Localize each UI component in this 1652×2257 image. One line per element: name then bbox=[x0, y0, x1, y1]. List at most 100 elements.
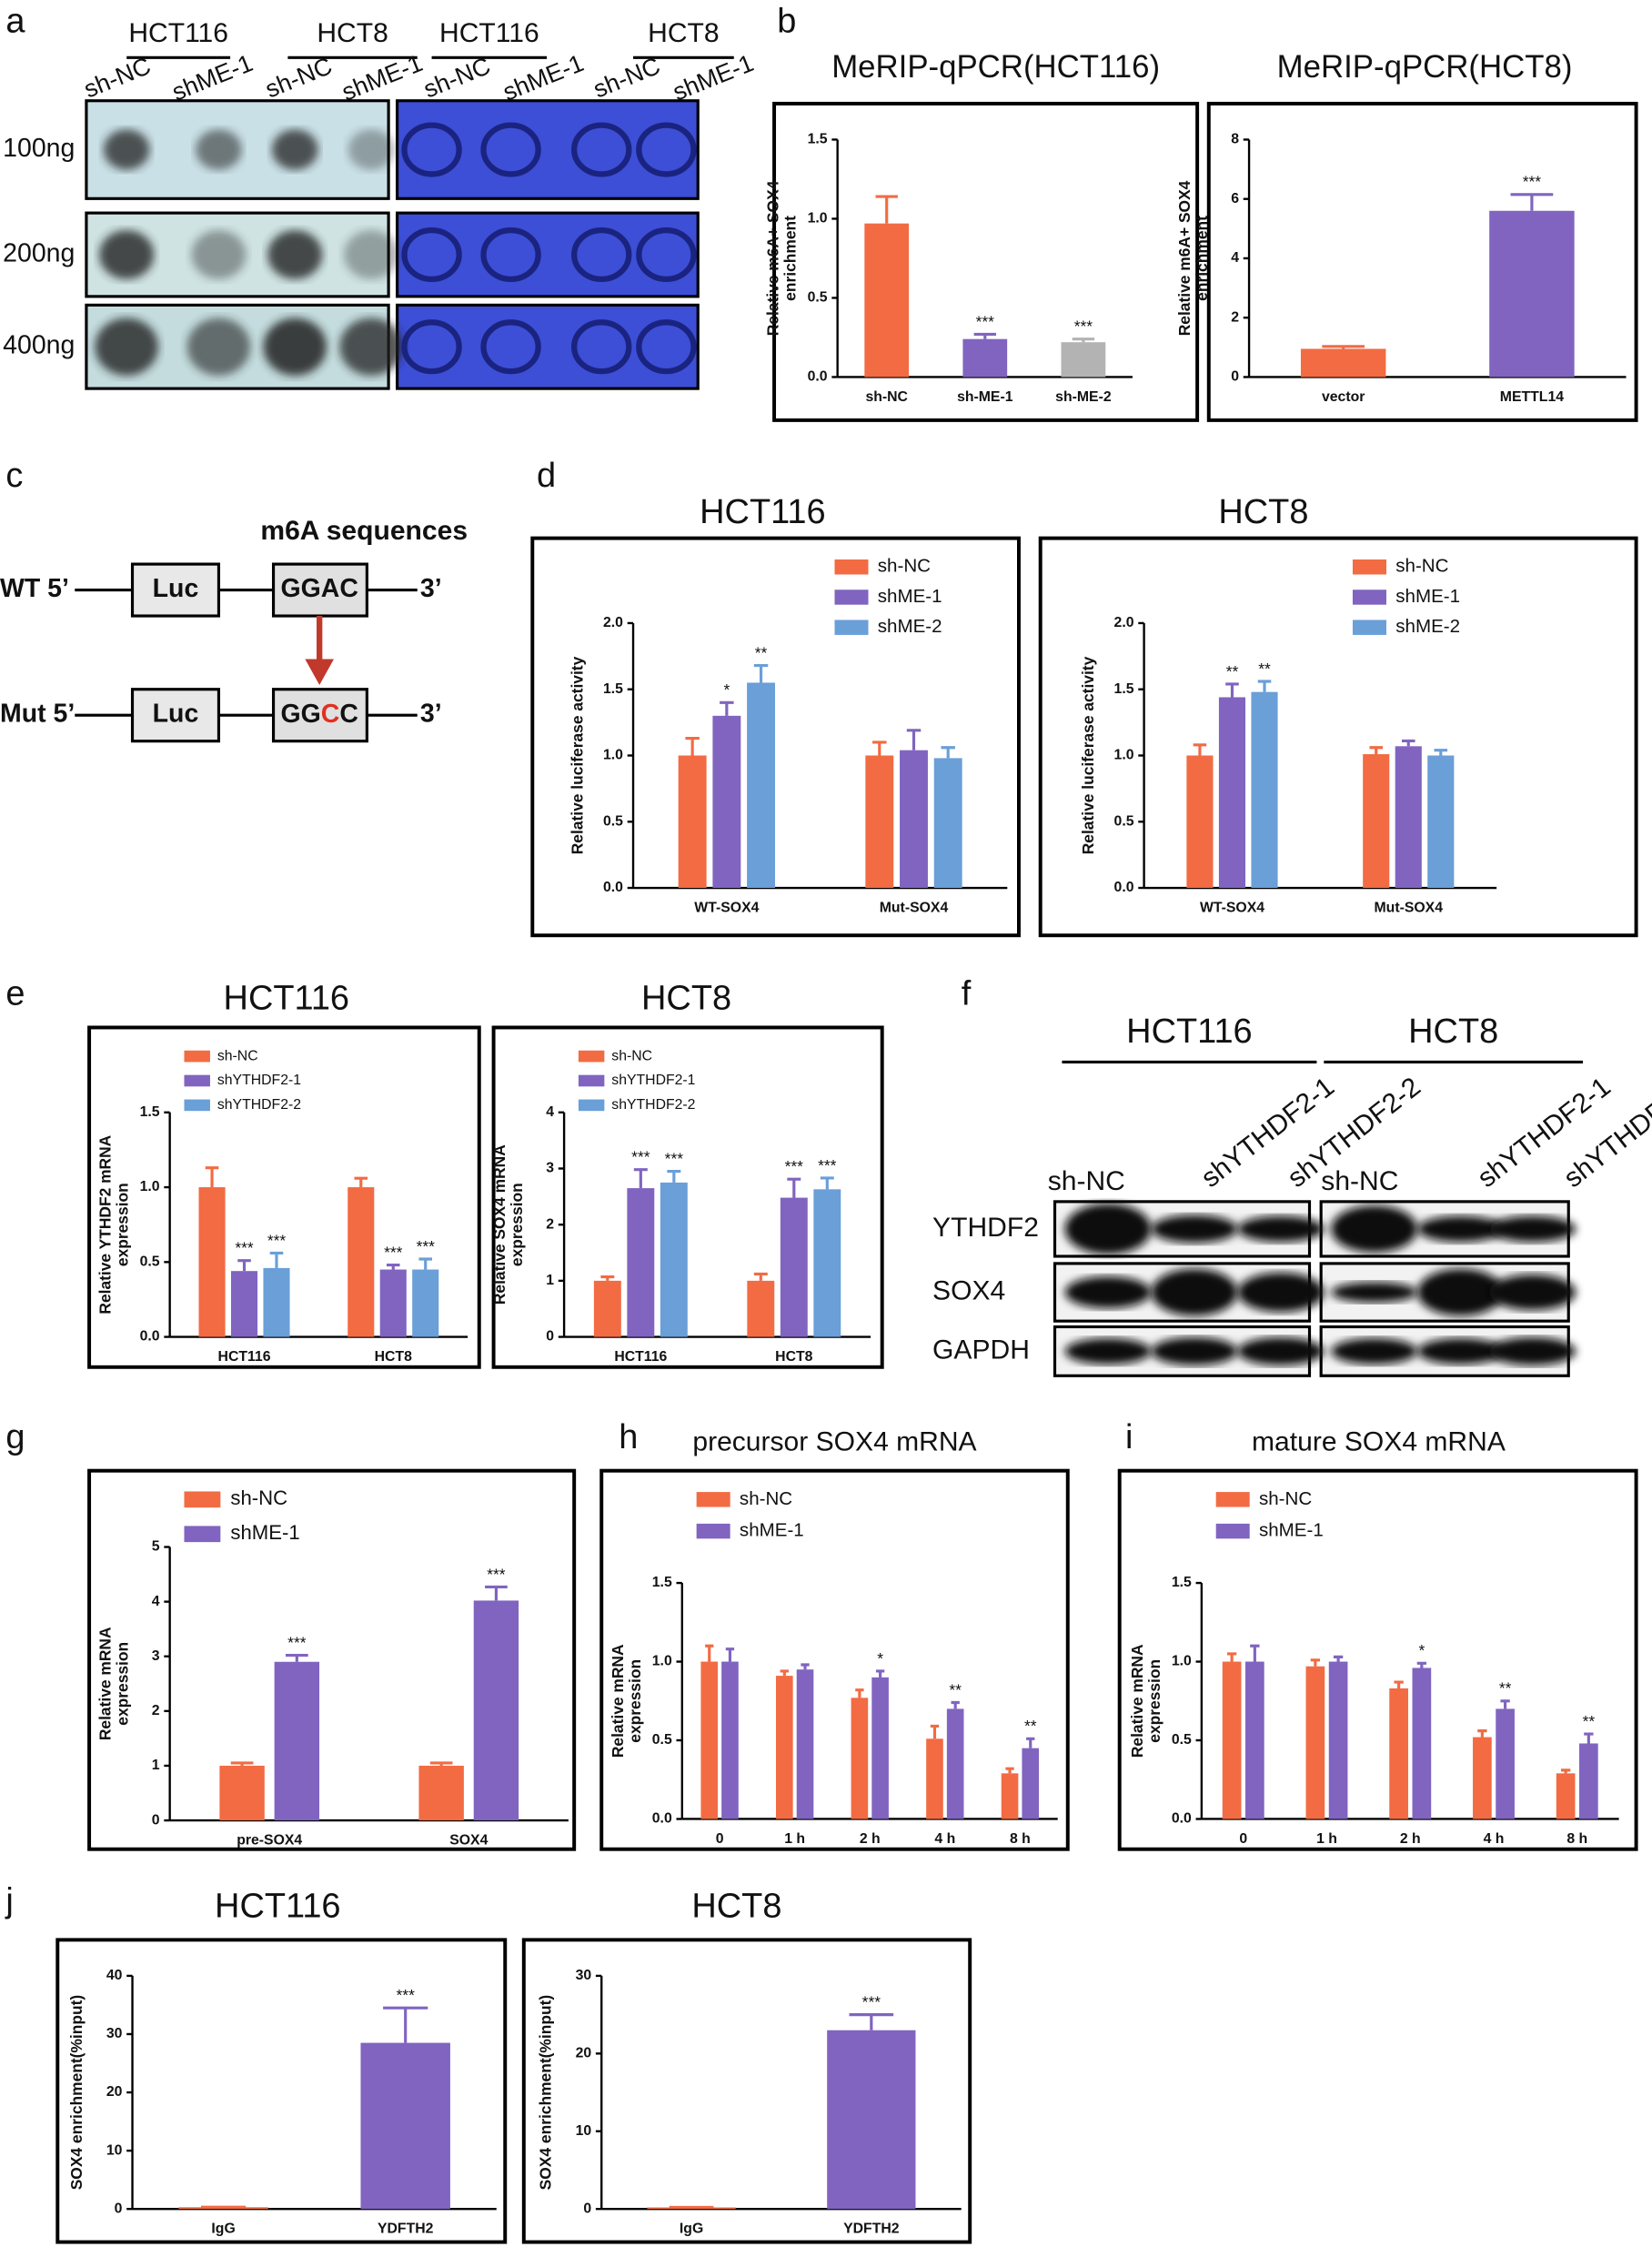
legend-label: shME-1 bbox=[1259, 1520, 1324, 1541]
y-axis-label: Relative m6A+ SOX4 bbox=[764, 180, 782, 336]
panel-label: f bbox=[962, 975, 972, 1013]
band bbox=[1064, 1203, 1152, 1254]
band bbox=[1237, 1215, 1325, 1243]
bar bbox=[1395, 746, 1422, 889]
error-bar bbox=[705, 1644, 714, 1662]
sequence-part: C bbox=[339, 700, 358, 729]
error-bar bbox=[383, 2006, 428, 2043]
ring bbox=[401, 319, 462, 375]
bar bbox=[900, 750, 928, 889]
y-tick-label: 0.0 bbox=[652, 1811, 672, 1827]
error-bar bbox=[787, 1177, 801, 1198]
error-bar bbox=[1322, 345, 1365, 349]
x-tick-label: pre-SOX4 bbox=[237, 1832, 302, 1848]
legend-swatch bbox=[834, 620, 869, 635]
dot bbox=[263, 317, 327, 376]
y-tick-label: 0 bbox=[115, 2201, 123, 2216]
amount-label: 100ng bbox=[3, 134, 75, 163]
y-axis-label: enrichment bbox=[1193, 216, 1211, 301]
significance: *** bbox=[665, 1150, 684, 1168]
lane-label: sh-NC bbox=[261, 52, 336, 103]
lane-label: sh-NC bbox=[419, 52, 494, 103]
legend-swatch bbox=[1352, 559, 1386, 575]
y-tick-label: 1.5 bbox=[603, 681, 623, 697]
legend-label: shME-2 bbox=[878, 616, 942, 637]
bar bbox=[230, 1271, 258, 1337]
chart-title: precursor SOX4 mRNA bbox=[692, 1427, 976, 1457]
band bbox=[1417, 1338, 1505, 1365]
error-bar bbox=[633, 1168, 648, 1189]
legend-swatch bbox=[1215, 1492, 1250, 1507]
panel-label: e bbox=[5, 975, 25, 1013]
y-tick-label: 10 bbox=[576, 2123, 592, 2139]
construct-label: Mut 5’ bbox=[0, 700, 75, 729]
bar bbox=[1251, 691, 1278, 889]
bar bbox=[647, 2207, 736, 2210]
error-bar bbox=[600, 1275, 615, 1281]
chart-title: HCT8 bbox=[641, 979, 731, 1017]
y-axis-label: Relative mRNA bbox=[609, 1644, 627, 1758]
legend-swatch bbox=[184, 1526, 221, 1543]
y-tick-label: 30 bbox=[106, 2026, 123, 2041]
y-tick-label: 8 bbox=[1231, 132, 1239, 147]
bar bbox=[178, 2207, 268, 2210]
bar bbox=[678, 755, 707, 889]
x-tick-label: sh-ME-1 bbox=[957, 389, 1013, 405]
legend-label: shME-1 bbox=[1395, 586, 1460, 607]
x-tick-label: HCT8 bbox=[375, 1349, 412, 1365]
error-bar bbox=[269, 1251, 284, 1268]
significance: *** bbox=[287, 1633, 307, 1651]
bar bbox=[780, 1197, 808, 1337]
y-axis-label: enrichment bbox=[781, 216, 800, 301]
error-bar bbox=[1310, 1658, 1321, 1667]
bar bbox=[219, 1765, 265, 1821]
ring bbox=[480, 122, 541, 177]
significance: *** bbox=[1523, 173, 1542, 191]
panel-label: c bbox=[5, 457, 23, 495]
y-tick-label: 10 bbox=[106, 2142, 123, 2158]
x-tick-label: 2 h bbox=[860, 1831, 881, 1847]
legend-label: shYTHDF2-2 bbox=[611, 1097, 695, 1113]
protein-label: YTHDF2 bbox=[932, 1213, 1039, 1243]
lane-label: sh-NC bbox=[589, 52, 664, 103]
y-tick-label: 0 bbox=[152, 1812, 160, 1828]
bar bbox=[813, 1189, 841, 1337]
y-tick-label: 1.0 bbox=[808, 211, 828, 227]
significance: *** bbox=[267, 1231, 287, 1249]
y-tick-label: 1.0 bbox=[1114, 748, 1134, 763]
y-tick-label: 1.0 bbox=[652, 1654, 672, 1669]
panel-label: j bbox=[5, 1881, 13, 1919]
y-tick-label: 4 bbox=[1231, 250, 1239, 266]
group-label: HCT8 bbox=[317, 18, 388, 48]
significance: * bbox=[1418, 1641, 1425, 1659]
error-bar bbox=[855, 1688, 864, 1698]
ring bbox=[636, 227, 697, 283]
error-bar bbox=[1225, 682, 1239, 698]
band bbox=[1489, 1215, 1576, 1243]
error-bar bbox=[875, 195, 898, 224]
ring bbox=[571, 227, 632, 283]
ring bbox=[636, 122, 697, 177]
band bbox=[1331, 1282, 1418, 1303]
y-tick-label: 3 bbox=[152, 1648, 160, 1664]
error-bar bbox=[1250, 1644, 1260, 1662]
dot bbox=[271, 129, 318, 170]
legend-label: sh-NC bbox=[878, 556, 931, 577]
panel-box bbox=[87, 1025, 481, 1369]
significance: *** bbox=[862, 1993, 881, 2011]
y-tick-label: 1 bbox=[152, 1758, 160, 1773]
legend-swatch bbox=[834, 559, 869, 575]
y-tick-label: 1.5 bbox=[652, 1575, 672, 1590]
y-tick-label: 0.5 bbox=[1172, 1732, 1192, 1748]
x-tick-label: 1 h bbox=[784, 1831, 805, 1847]
x-tick-label: YDFTH2 bbox=[378, 2222, 434, 2237]
bar bbox=[360, 2042, 450, 2210]
panel-label: b bbox=[777, 2, 796, 40]
y-tick-label: 0.0 bbox=[808, 369, 828, 385]
bar bbox=[962, 338, 1008, 378]
seq-box bbox=[271, 562, 368, 618]
error-bar bbox=[753, 1272, 768, 1281]
y-tick-label: 3 bbox=[546, 1161, 554, 1176]
bar bbox=[776, 1676, 793, 1819]
